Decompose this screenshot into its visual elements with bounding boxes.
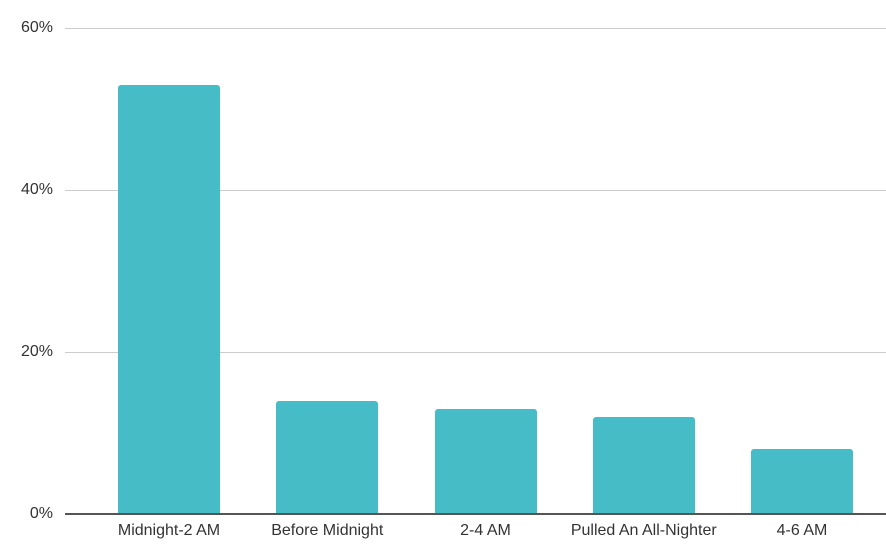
x-tick-label: Before Midnight bbox=[271, 522, 384, 539]
bar-before-midnight bbox=[276, 400, 379, 514]
y-tick-label: 0% bbox=[29, 505, 53, 522]
x-tick-label: 4-6 AM bbox=[776, 522, 828, 539]
bar-pulled-an-all-nighter bbox=[592, 416, 695, 514]
y-tick-label: 60% bbox=[20, 19, 53, 36]
gridline bbox=[65, 190, 886, 191]
y-tick-label: 20% bbox=[20, 343, 53, 360]
y-tick-label: 40% bbox=[20, 181, 53, 198]
bar-midnight-2-am bbox=[118, 84, 220, 514]
x-tick-label: 2-4 AM bbox=[460, 522, 511, 539]
x-tick-label: Pulled An All-Nighter bbox=[570, 522, 717, 539]
x-tick-label: Midnight-2 AM bbox=[117, 522, 221, 539]
gridline bbox=[65, 352, 886, 353]
gridline bbox=[65, 28, 886, 29]
bar-4-6-am bbox=[751, 449, 853, 514]
x-axis-baseline bbox=[65, 513, 886, 515]
bar-2-4-am bbox=[434, 408, 537, 514]
